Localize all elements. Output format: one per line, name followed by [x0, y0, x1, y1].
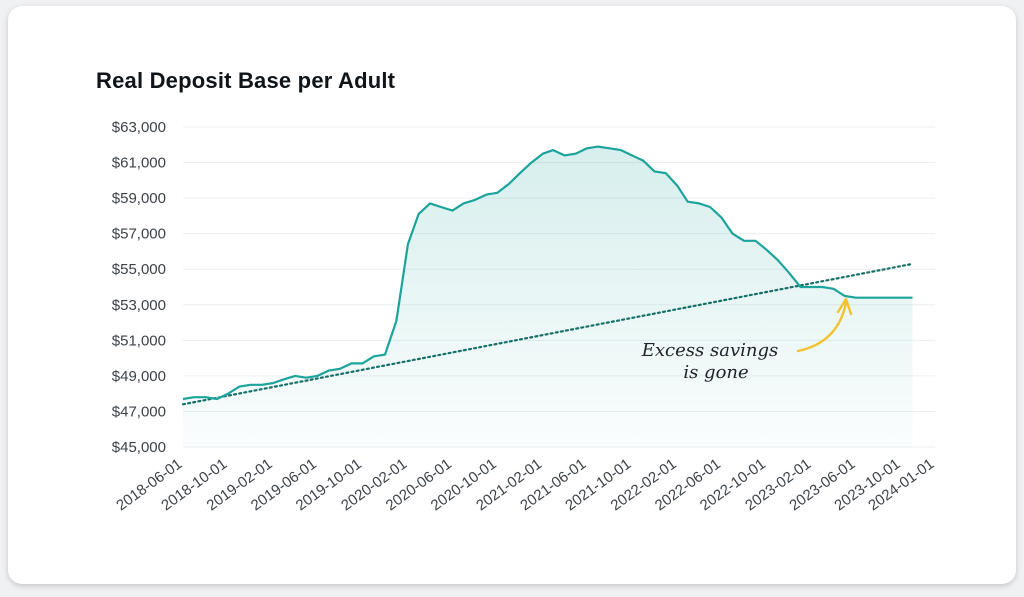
y-tick-label: $49,000: [112, 368, 166, 385]
annotation-arrow-head: [836, 297, 853, 316]
annotation-line-1: Excess savings: [641, 340, 778, 361]
y-tick-label: $61,000: [112, 155, 166, 172]
trend-line: [181, 262, 914, 406]
y-tick-label: $59,000: [112, 190, 166, 207]
x-axis-ticks: 2018-06-012018-10-012019-02-012019-06-01…: [113, 455, 937, 514]
y-tick-label: $63,000: [112, 119, 166, 136]
annotation-arrow: [796, 301, 848, 353]
y-tick-label: $47,000: [112, 403, 166, 420]
y-tick-label: $57,000: [112, 226, 166, 243]
chart-title: Real Deposit Base per Adult: [96, 68, 396, 93]
series-area: [183, 146, 913, 447]
y-tick-label: $55,000: [112, 261, 166, 278]
y-tick-label: $45,000: [112, 439, 166, 456]
y-tick-label: $51,000: [112, 332, 166, 349]
annotation-line-2: is gone: [683, 362, 748, 383]
y-tick-label: $53,000: [112, 297, 166, 314]
annotation: Excess savings is gone: [641, 297, 853, 383]
series-line: [182, 145, 913, 401]
y-axis-ticks: $45,000 $47,000 $49,000 $51,000 $53,000 $55,0…: [112, 119, 166, 456]
